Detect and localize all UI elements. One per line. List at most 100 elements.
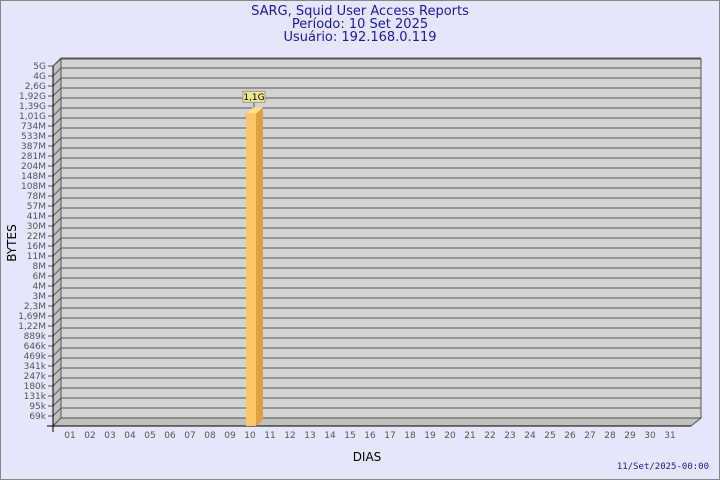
y-axis-label: BYTES (5, 224, 19, 261)
x-tick-label: 15 (344, 431, 355, 441)
x-axis-label: DIAS (353, 450, 382, 464)
x-tick-label: 11 (264, 431, 275, 441)
y-tick-label: 16M (27, 242, 46, 252)
y-tick-label: 247k (24, 372, 47, 382)
y-tick-label: 4G (33, 72, 46, 82)
y-tick-label: 1,01G (19, 112, 46, 122)
gridline (48, 397, 701, 407)
timestamp: 11/Set/2025-00:00 (616, 462, 709, 472)
x-tick-label: 16 (364, 431, 376, 441)
x-tick-label: 07 (184, 431, 195, 441)
gridline (48, 367, 701, 377)
x-tick-label: 23 (504, 431, 515, 441)
user-label: Usuário: 192.168.0.119 (283, 30, 437, 45)
x-tick-label: 31 (664, 431, 675, 441)
x-tick-label: 12 (284, 431, 295, 441)
gridline (48, 187, 701, 197)
gridline (48, 287, 701, 297)
y-tick-label: 180k (24, 382, 47, 392)
y-tick-label: 11M (27, 252, 46, 262)
x-tick-label: 24 (524, 431, 536, 441)
y-tick-label: 1,92G (19, 92, 46, 102)
x-tick-label: 22 (484, 431, 495, 441)
gridline (48, 307, 701, 317)
y-tick-label: 57M (27, 202, 46, 212)
y-tick-label: 78M (27, 192, 46, 202)
x-tick-label: 13 (304, 431, 315, 441)
bar-value-label: 1,1G (243, 93, 264, 103)
plot-floor (51, 417, 703, 427)
y-tick-label: 281M (21, 152, 46, 162)
gridline (48, 67, 701, 77)
x-tick-label: 30 (644, 431, 656, 441)
gridline (48, 257, 701, 267)
y-tick-label: 734M (21, 122, 46, 132)
y-tick-label: 69k (29, 412, 46, 422)
x-tick-label: 29 (624, 431, 636, 441)
gridline (48, 127, 701, 137)
gridline (48, 247, 701, 257)
y-tick-label: 2,3M (24, 302, 46, 312)
y-tick-label: 341k (24, 362, 47, 372)
x-tick-label: 06 (164, 431, 176, 441)
gridline (48, 217, 701, 227)
gridline (48, 277, 701, 287)
gridline (48, 147, 701, 157)
y-tick-label: 889k (24, 332, 47, 342)
y-tick-label: 1,69M (18, 312, 46, 322)
y-tick-label: 6M (33, 272, 47, 282)
y-tick-label: 1,39G (19, 102, 46, 112)
gridline (48, 317, 701, 327)
gridline (48, 107, 701, 117)
x-tick-label: 14 (324, 431, 336, 441)
y-tick-label: 3M (33, 292, 47, 302)
y-tick-label: 41M (27, 212, 46, 222)
gridline (48, 327, 701, 337)
bar-label-box (242, 90, 266, 103)
y-tick-label: 469k (24, 352, 47, 362)
x-tick-label: 01 (64, 431, 75, 441)
x-tick-label: 05 (144, 431, 155, 441)
gridline (48, 167, 701, 177)
gridline (48, 57, 701, 67)
x-tick-label: 18 (404, 431, 416, 441)
gridline (48, 97, 701, 107)
y-tick-label: 1,22M (18, 322, 46, 332)
bar-side (256, 107, 263, 426)
x-tick-label: 20 (444, 431, 456, 441)
gridline (48, 87, 701, 97)
y-tick-label: 148M (21, 172, 46, 182)
gridline (48, 407, 701, 417)
gridline (48, 347, 701, 357)
x-tick-label: 27 (584, 431, 595, 441)
bar-top (246, 107, 263, 114)
y-tick-label: 2,6G (25, 82, 46, 92)
y-tick-label: 5G (33, 62, 46, 72)
y-tick-label: 646k (24, 342, 47, 352)
y-tick-label: 533M (21, 132, 46, 142)
y-tick-label: 108M (21, 182, 46, 192)
gridline (48, 157, 701, 167)
x-tick-label: 19 (424, 431, 436, 441)
gridline (48, 197, 701, 207)
chart-title: SARG, Squid User Access Reports (251, 4, 469, 19)
x-tick-label: 28 (604, 431, 616, 441)
gridline (48, 357, 701, 367)
x-tick-label: 21 (464, 431, 475, 441)
y-tick-label: 30M (27, 222, 46, 232)
x-tick-label: 04 (124, 431, 136, 441)
y-tick-label: 387M (21, 142, 46, 152)
gridline (48, 77, 701, 87)
x-tick-label: 03 (104, 431, 115, 441)
gridline (48, 377, 701, 387)
gridline (48, 177, 701, 187)
x-tick-label: 26 (564, 431, 576, 441)
x-tick-label: 08 (204, 431, 216, 441)
gridline (48, 267, 701, 277)
y-tick-label: 204M (21, 162, 46, 172)
x-tick-label: 09 (224, 431, 236, 441)
gridline (48, 297, 701, 307)
y-tick-label: 22M (27, 232, 46, 242)
y-tick-label: 8M (33, 262, 47, 272)
